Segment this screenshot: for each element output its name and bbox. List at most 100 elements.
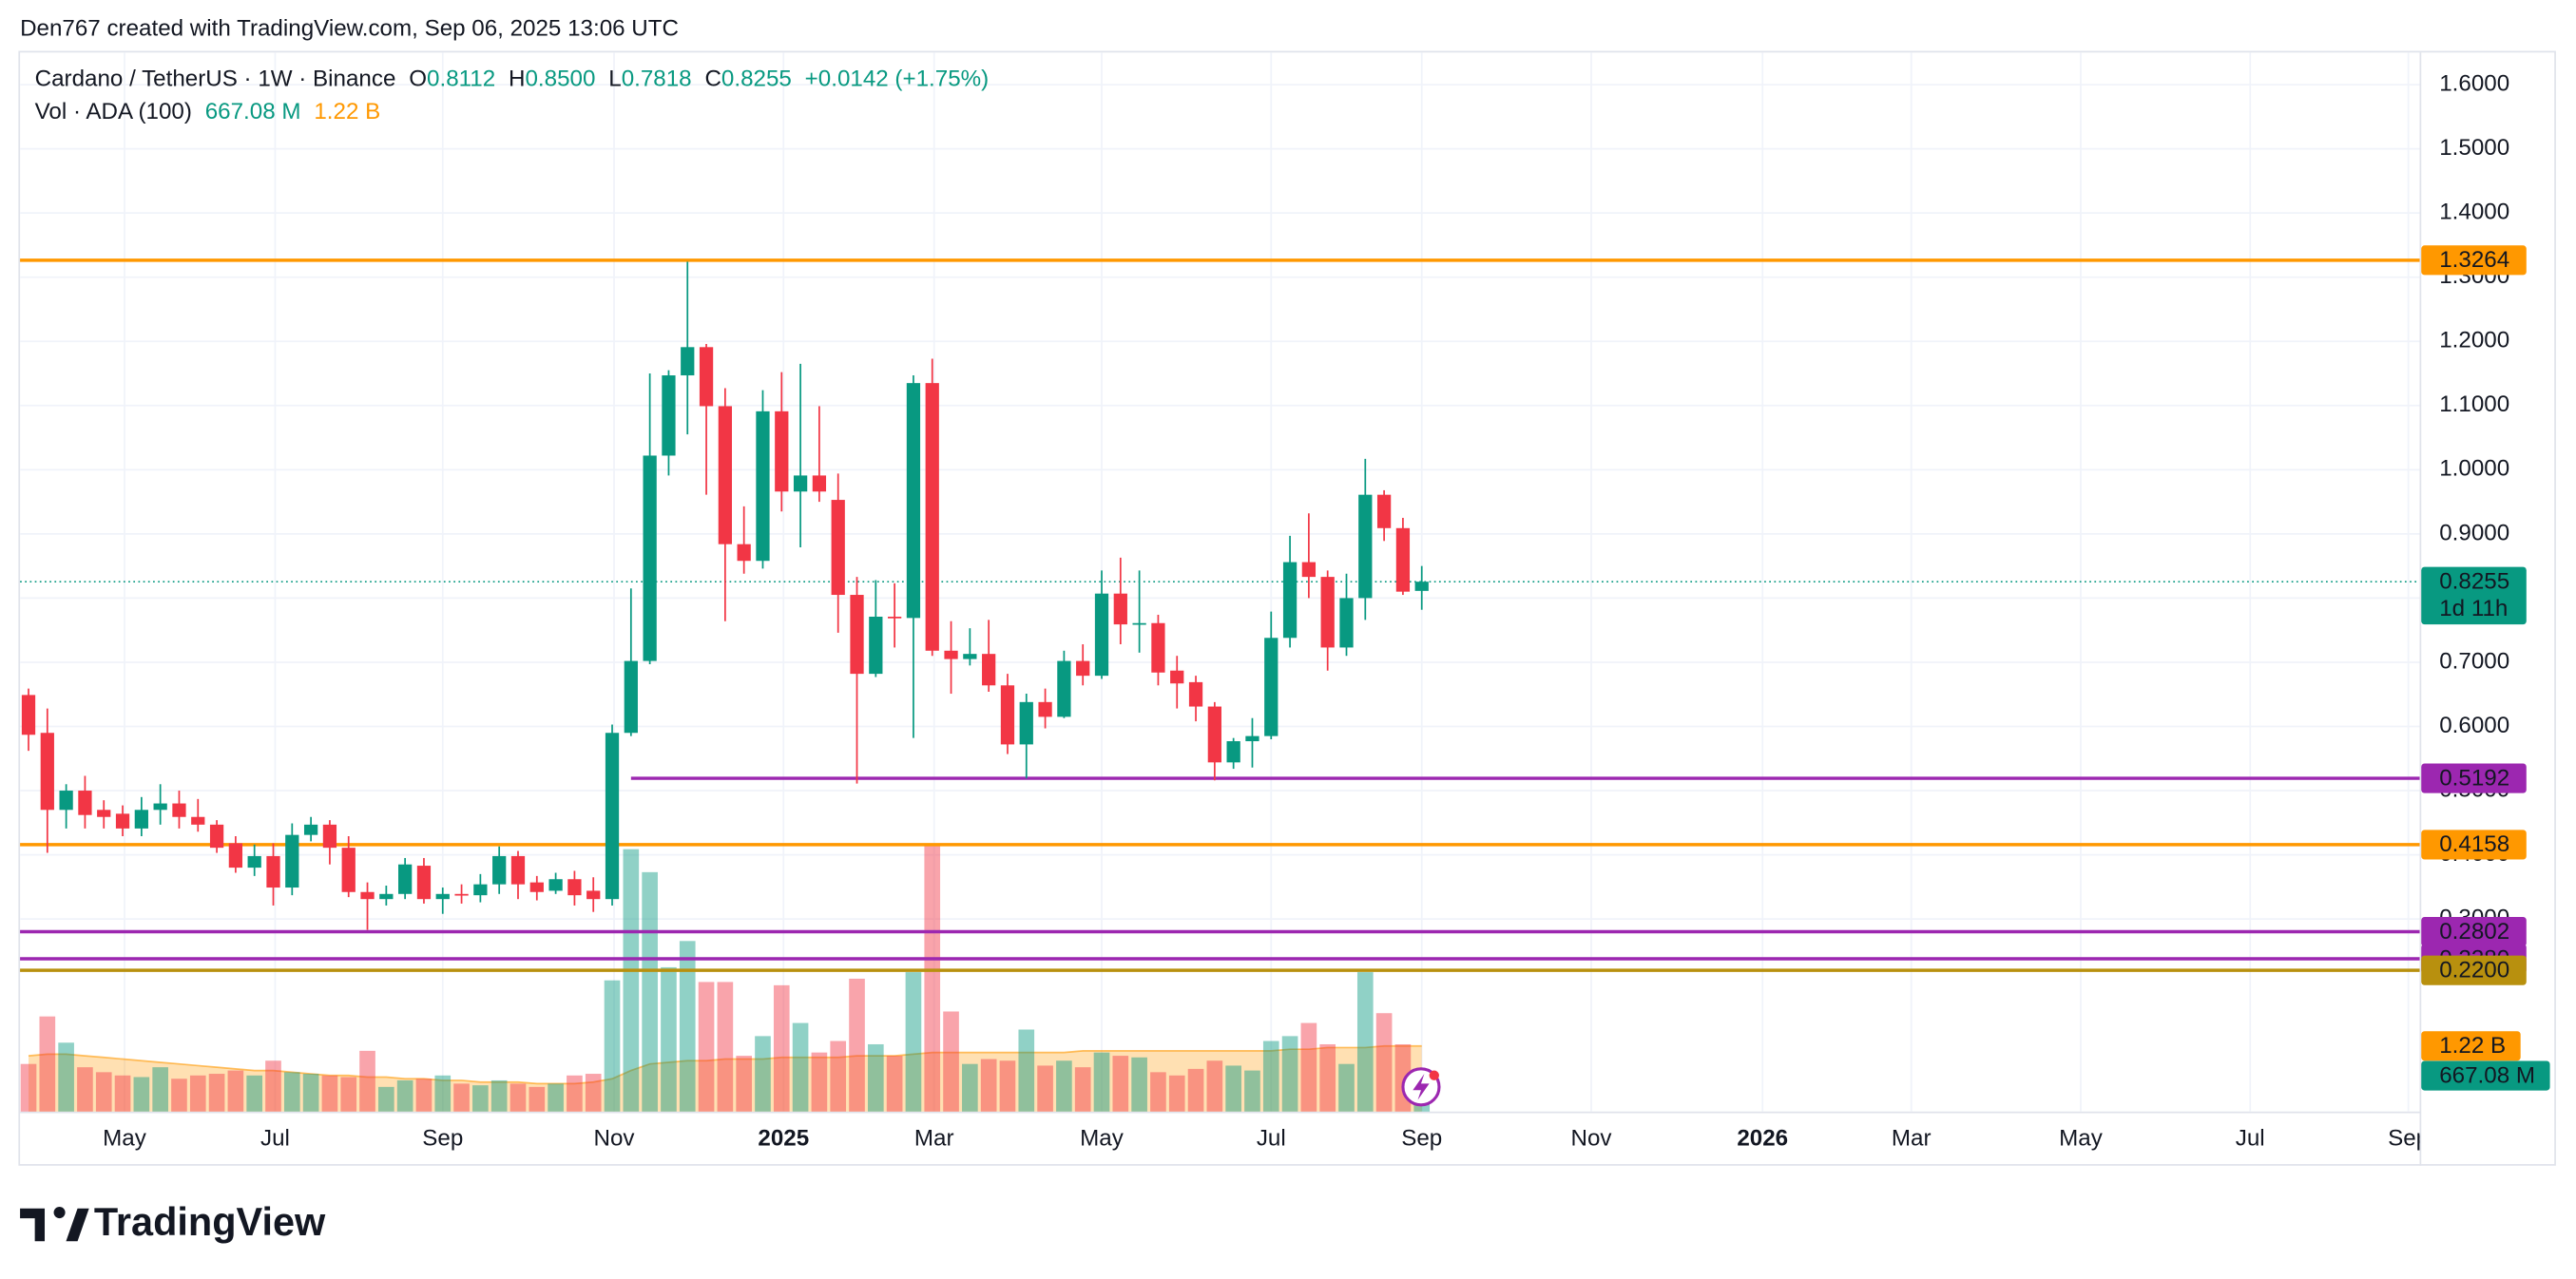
volume-bar (792, 1022, 809, 1112)
volume-bar (95, 1072, 112, 1112)
candle-body (624, 660, 638, 734)
volume-bar (1262, 1040, 1279, 1112)
volume-bar (1300, 1022, 1317, 1112)
volume-bar (58, 1042, 74, 1112)
candle-body (869, 616, 883, 675)
candle-body (662, 375, 676, 456)
volume-bar (1375, 1013, 1393, 1112)
candle-body (529, 882, 544, 892)
volume-badge-label: 667.08 M (2439, 1062, 2535, 1088)
volume-badge (2421, 1060, 2550, 1091)
volume-bar (1244, 1070, 1260, 1112)
candle-body (756, 410, 770, 562)
candle-body (97, 810, 111, 817)
candle-body (172, 803, 186, 817)
candle-body (1057, 660, 1071, 717)
x-tick-label: May (1080, 1126, 1125, 1152)
volume-bar (20, 1063, 37, 1112)
candle-body (1000, 685, 1015, 745)
x-tick-label: 2025 (758, 1126, 809, 1152)
volume-bar (378, 1086, 394, 1112)
countdown-label: 1d 11h (2439, 596, 2508, 621)
y-tick-label: 1.6000 (2439, 70, 2509, 96)
candle-body (850, 595, 864, 675)
candle-body (1301, 562, 1317, 578)
candle-body (793, 475, 808, 492)
candle-body (247, 855, 261, 869)
candle-body (1076, 660, 1090, 677)
candle-body (906, 383, 921, 619)
legend-value: 0.8112 (427, 67, 495, 92)
volume-bar (773, 984, 790, 1112)
legend-volume-ma: 1.22 B (314, 100, 380, 125)
volume-bar (77, 1067, 93, 1112)
volume-bar (1037, 1065, 1053, 1112)
candle-body (59, 791, 73, 811)
volume-bar (340, 1077, 357, 1112)
volume-bar (39, 1016, 56, 1112)
candle-body (567, 879, 582, 896)
candle-body (285, 834, 299, 888)
volume-bar (246, 1075, 263, 1112)
volume-badge (2421, 1031, 2521, 1061)
x-tick-label: Mar (914, 1126, 954, 1152)
candle-body (887, 616, 902, 619)
volume-bar (114, 1075, 131, 1112)
chart-frame (18, 50, 2556, 1166)
volume-bar (529, 1086, 546, 1112)
candle-body (21, 695, 36, 735)
last-price-label: 0.8255 (2439, 568, 2509, 594)
candle-body (1376, 494, 1392, 528)
level-label: 0.5192 (2439, 765, 2509, 791)
candle-body (266, 855, 280, 888)
volume-bar (359, 1050, 375, 1112)
volume-bar (548, 1083, 564, 1112)
candle-body (925, 383, 939, 651)
last-price-badge (2421, 566, 2527, 625)
candle-body (322, 824, 337, 849)
candle-body (1094, 593, 1109, 677)
volume-bar (434, 1075, 452, 1112)
candle-body (1151, 622, 1165, 673)
axis-badges: 1.32640.51920.41580.28020.23800.22000.82… (2421, 245, 2550, 1091)
volume-bar (1112, 1056, 1129, 1112)
x-tick-label: Sep (1401, 1126, 1442, 1152)
watermark: TradingView (20, 1199, 326, 1244)
volume-bar (171, 1079, 187, 1112)
volume-ma-fill (29, 1045, 1422, 1112)
volume-bar (509, 1083, 527, 1112)
volume-bar (1338, 1063, 1355, 1112)
candle-body (228, 843, 243, 869)
candle-body (1358, 494, 1373, 599)
volume-bar (999, 1060, 1016, 1112)
candle-body (681, 347, 695, 376)
candle-body (548, 879, 563, 891)
candle-body (134, 810, 148, 829)
candle-body (510, 855, 526, 885)
candle-body (605, 733, 620, 900)
volume-bar (1206, 1060, 1223, 1112)
volume-bar (755, 1036, 771, 1112)
header: Den767 created with TradingView.com, Sep… (20, 15, 679, 41)
volume-bar (1093, 1052, 1110, 1112)
level-badge (2421, 763, 2527, 793)
volume-bar (1018, 1029, 1035, 1112)
candle-body (153, 803, 167, 811)
volume-bar (283, 1072, 300, 1112)
indicator-icon[interactable] (1401, 1067, 1441, 1107)
y-tick-label: 1.2000 (2439, 328, 2509, 353)
y-tick-label: 0.9000 (2439, 520, 2509, 545)
level-label: 1.3264 (2439, 247, 2509, 273)
legend-value: 0.8500 (525, 67, 595, 92)
y-tick-label: 0.6000 (2439, 713, 2509, 738)
x-tick-label: Jul (2236, 1126, 2265, 1152)
level-badge (2421, 830, 2527, 860)
volume-bar (661, 966, 677, 1112)
volume-bar (208, 1074, 225, 1112)
volume-bar (811, 1052, 828, 1112)
volume-bar (698, 982, 715, 1112)
volume-bar (415, 1079, 433, 1112)
candle-body (341, 848, 356, 892)
